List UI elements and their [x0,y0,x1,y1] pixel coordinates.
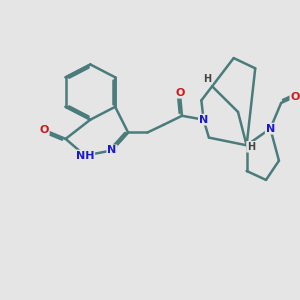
Text: O: O [175,88,184,98]
Text: N: N [107,146,117,155]
Text: O: O [39,125,49,135]
Text: H: H [204,74,212,84]
Text: N: N [199,115,208,124]
Text: O: O [290,92,300,102]
Text: NH: NH [76,151,94,160]
Text: N: N [266,124,275,134]
Text: H: H [247,142,255,152]
